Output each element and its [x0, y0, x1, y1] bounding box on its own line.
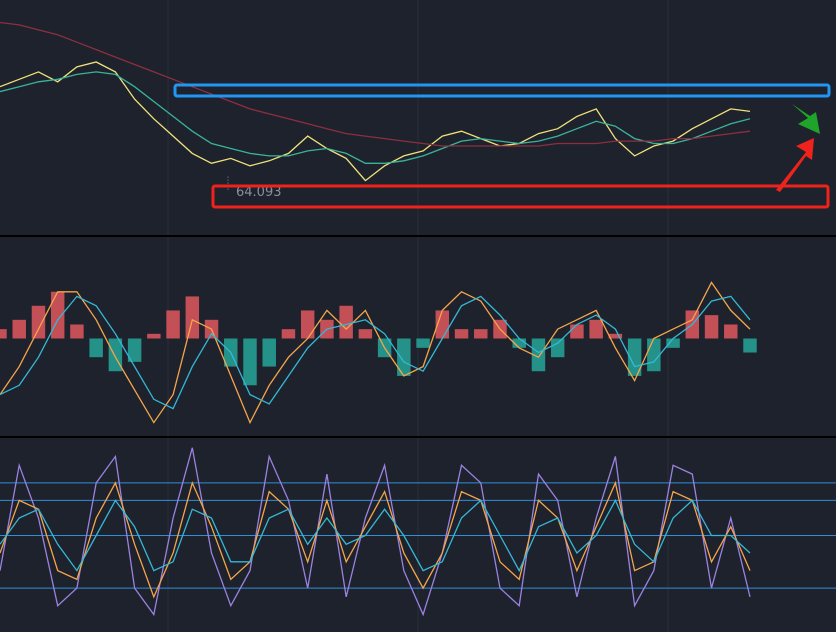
histogram-bar [647, 338, 661, 372]
up-arrow [776, 138, 814, 192]
histogram-bar [166, 310, 180, 339]
histogram-bar [185, 296, 200, 339]
histogram-bar [570, 324, 584, 339]
histogram-bar [147, 333, 161, 339]
histogram-bar [550, 338, 565, 358]
series-line [0, 21, 751, 147]
histogram-bar [339, 305, 353, 339]
histogram-bar [89, 338, 103, 358]
histogram-bar [31, 305, 46, 339]
histogram-bar [300, 310, 315, 339]
histogram-bar [474, 329, 488, 339]
histogram-bar [70, 324, 84, 339]
histogram-bar [416, 338, 430, 348]
histogram-bar [704, 315, 719, 339]
histogram-bar [531, 338, 546, 372]
series-line [0, 61, 751, 182]
histogram-bar [358, 329, 373, 339]
support-box [211, 184, 830, 209]
histogram-bar [397, 338, 411, 376]
series-line [0, 295, 751, 410]
histogram-bar [243, 338, 257, 386]
histogram-bar [50, 291, 65, 339]
histogram-bar [627, 338, 642, 376]
histogram-bar [724, 324, 738, 339]
series-line [0, 71, 751, 164]
plots: 64.093 [0, 21, 836, 617]
low-label: 64.093 [236, 185, 282, 200]
histogram-bar [743, 338, 757, 353]
histogram-bar [666, 338, 680, 348]
histogram-bar [281, 329, 296, 339]
histogram-bar [262, 338, 276, 367]
histogram-bar [0, 329, 7, 339]
down-arrow [792, 104, 820, 134]
histogram-bar [454, 329, 469, 339]
histogram-bar [12, 319, 26, 339]
series-line [0, 281, 751, 425]
histogram-bar [589, 319, 603, 339]
histogram-bar [127, 338, 142, 362]
series-line [0, 498, 751, 573]
series-line [0, 447, 751, 617]
resistance-box [173, 83, 831, 98]
histogram-bar [608, 333, 623, 339]
histogram-bar [512, 338, 526, 348]
